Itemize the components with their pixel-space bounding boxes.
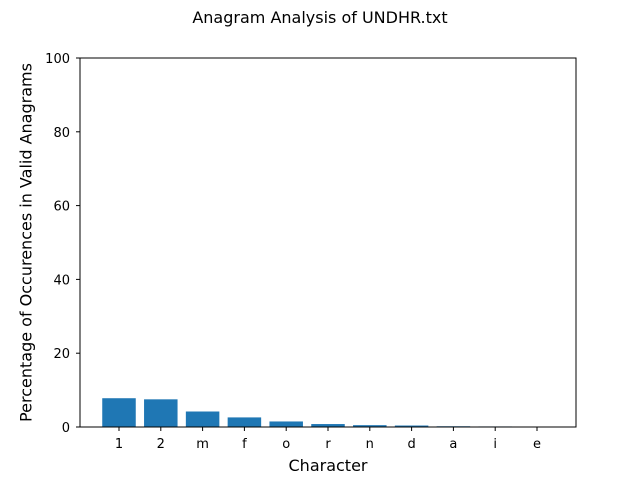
y-tick-label: 40: [53, 273, 70, 288]
y-axis-label: Percentage of Occurences in Valid Anagra…: [17, 63, 36, 422]
bar-f: [227, 417, 262, 427]
x-tick-label: n: [366, 437, 374, 452]
plot-frame: [79, 57, 577, 428]
x-tick-label: r: [325, 437, 331, 452]
x-tick-label: o: [282, 437, 290, 452]
x-tick-label: 2: [157, 437, 165, 452]
bar-m: [185, 411, 220, 427]
y-tick-label: 20: [53, 347, 70, 362]
y-tick-label: 100: [45, 52, 70, 67]
y-ticks-group: 0 20 40 60 80 100: [45, 52, 80, 436]
y-tick-label: 80: [53, 126, 70, 141]
x-tick-label: d: [407, 437, 415, 452]
bar-o: [269, 421, 303, 427]
x-tick-label: f: [242, 437, 247, 452]
x-tick-label: m: [196, 437, 209, 452]
bar-n: [353, 425, 387, 427]
x-tick-label: 1: [115, 437, 123, 452]
bar-r: [311, 424, 345, 427]
y-tick-label: 0: [62, 421, 70, 436]
bar-d: [394, 425, 429, 427]
x-tick-label: a: [449, 437, 457, 452]
chart-title: Anagram Analysis of UNDHR.txt: [192, 8, 448, 27]
x-axis-label: Character: [289, 456, 368, 475]
bar-1: [102, 398, 136, 427]
x-tick-label: i: [493, 437, 497, 452]
x-ticks-group: 1 2 m f o r n d a i e: [115, 427, 541, 452]
bars-group: [102, 398, 554, 427]
bar-2: [144, 399, 178, 427]
y-tick-label: 60: [53, 200, 70, 215]
x-tick-label: e: [533, 437, 541, 452]
